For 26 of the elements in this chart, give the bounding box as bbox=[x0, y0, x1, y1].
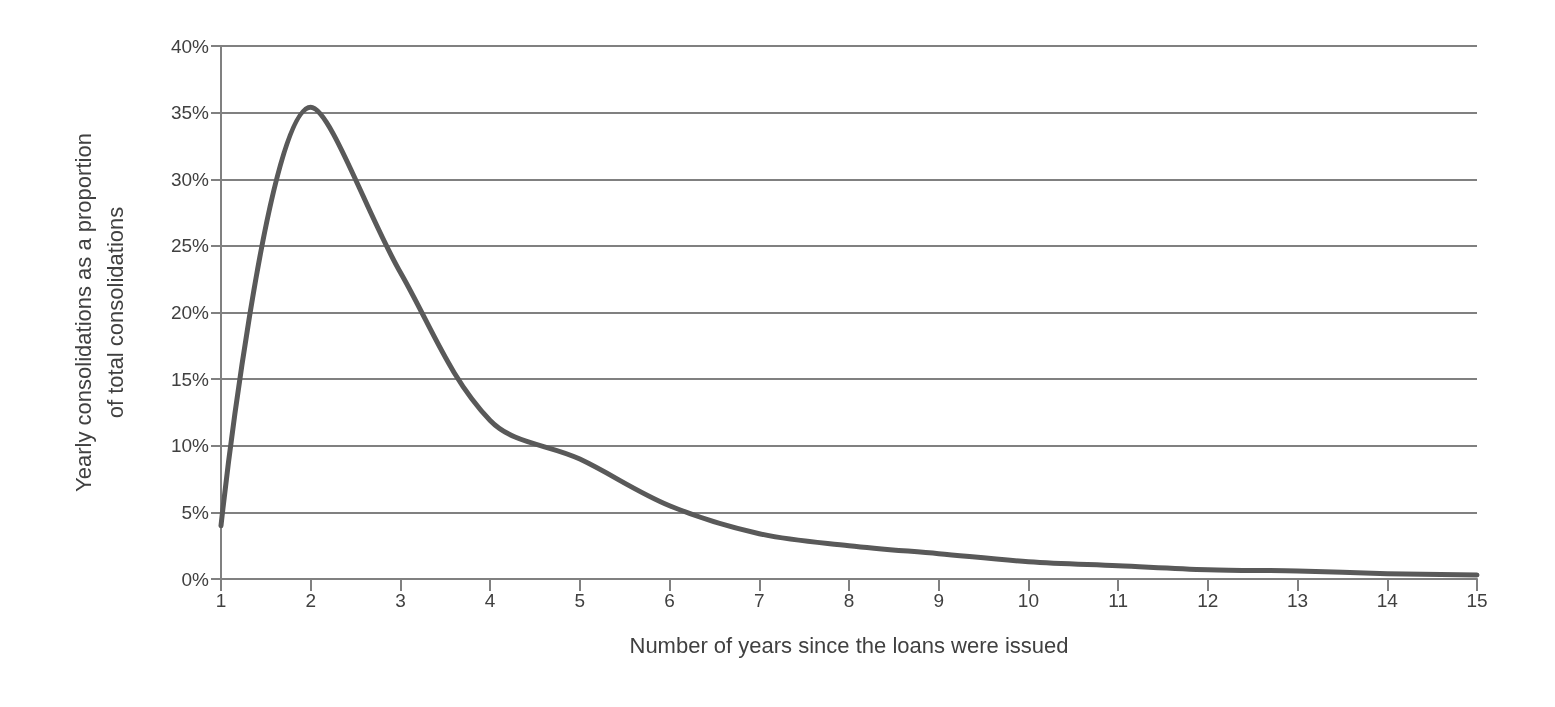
y-tick-label: 10% bbox=[170, 435, 210, 457]
x-tick-label: 14 bbox=[1376, 590, 1399, 611]
x-tick-label: 7 bbox=[754, 590, 765, 611]
y-tick-label: 5% bbox=[181, 501, 210, 523]
x-tick-label: 5 bbox=[574, 590, 586, 611]
x-tick-label: 11 bbox=[1108, 590, 1129, 611]
y-tick-label: 0% bbox=[181, 568, 210, 590]
x-tick-label: 6 bbox=[664, 590, 675, 611]
y-tick-label: 30% bbox=[170, 168, 210, 190]
x-tick-label: 10 bbox=[1017, 590, 1039, 611]
x-tick-label: 13 bbox=[1287, 590, 1309, 611]
y-tick-label: 40% bbox=[170, 35, 210, 57]
x-axis-title: Number of years since the loans were issued bbox=[629, 632, 1069, 658]
x-tick-label: 4 bbox=[484, 590, 496, 611]
x-tick-label: 1 bbox=[215, 590, 227, 611]
x-tick-label: 2 bbox=[305, 590, 316, 611]
y-tick-label: 15% bbox=[170, 368, 210, 390]
x-tick-label: 8 bbox=[843, 590, 855, 611]
y-tick-label: 35% bbox=[170, 102, 210, 124]
x-tick-label: 15 bbox=[1466, 590, 1488, 611]
y-tick-label: 20% bbox=[170, 302, 210, 323]
x-tick-label: 9 bbox=[933, 590, 944, 611]
y-tick-label: 25% bbox=[170, 235, 210, 257]
y-axis-title: Yearly consolidations as a proportion of total consolidations bbox=[70, 133, 128, 492]
x-tick-label: 3 bbox=[395, 590, 406, 611]
x-tick-label: 12 bbox=[1197, 590, 1219, 611]
